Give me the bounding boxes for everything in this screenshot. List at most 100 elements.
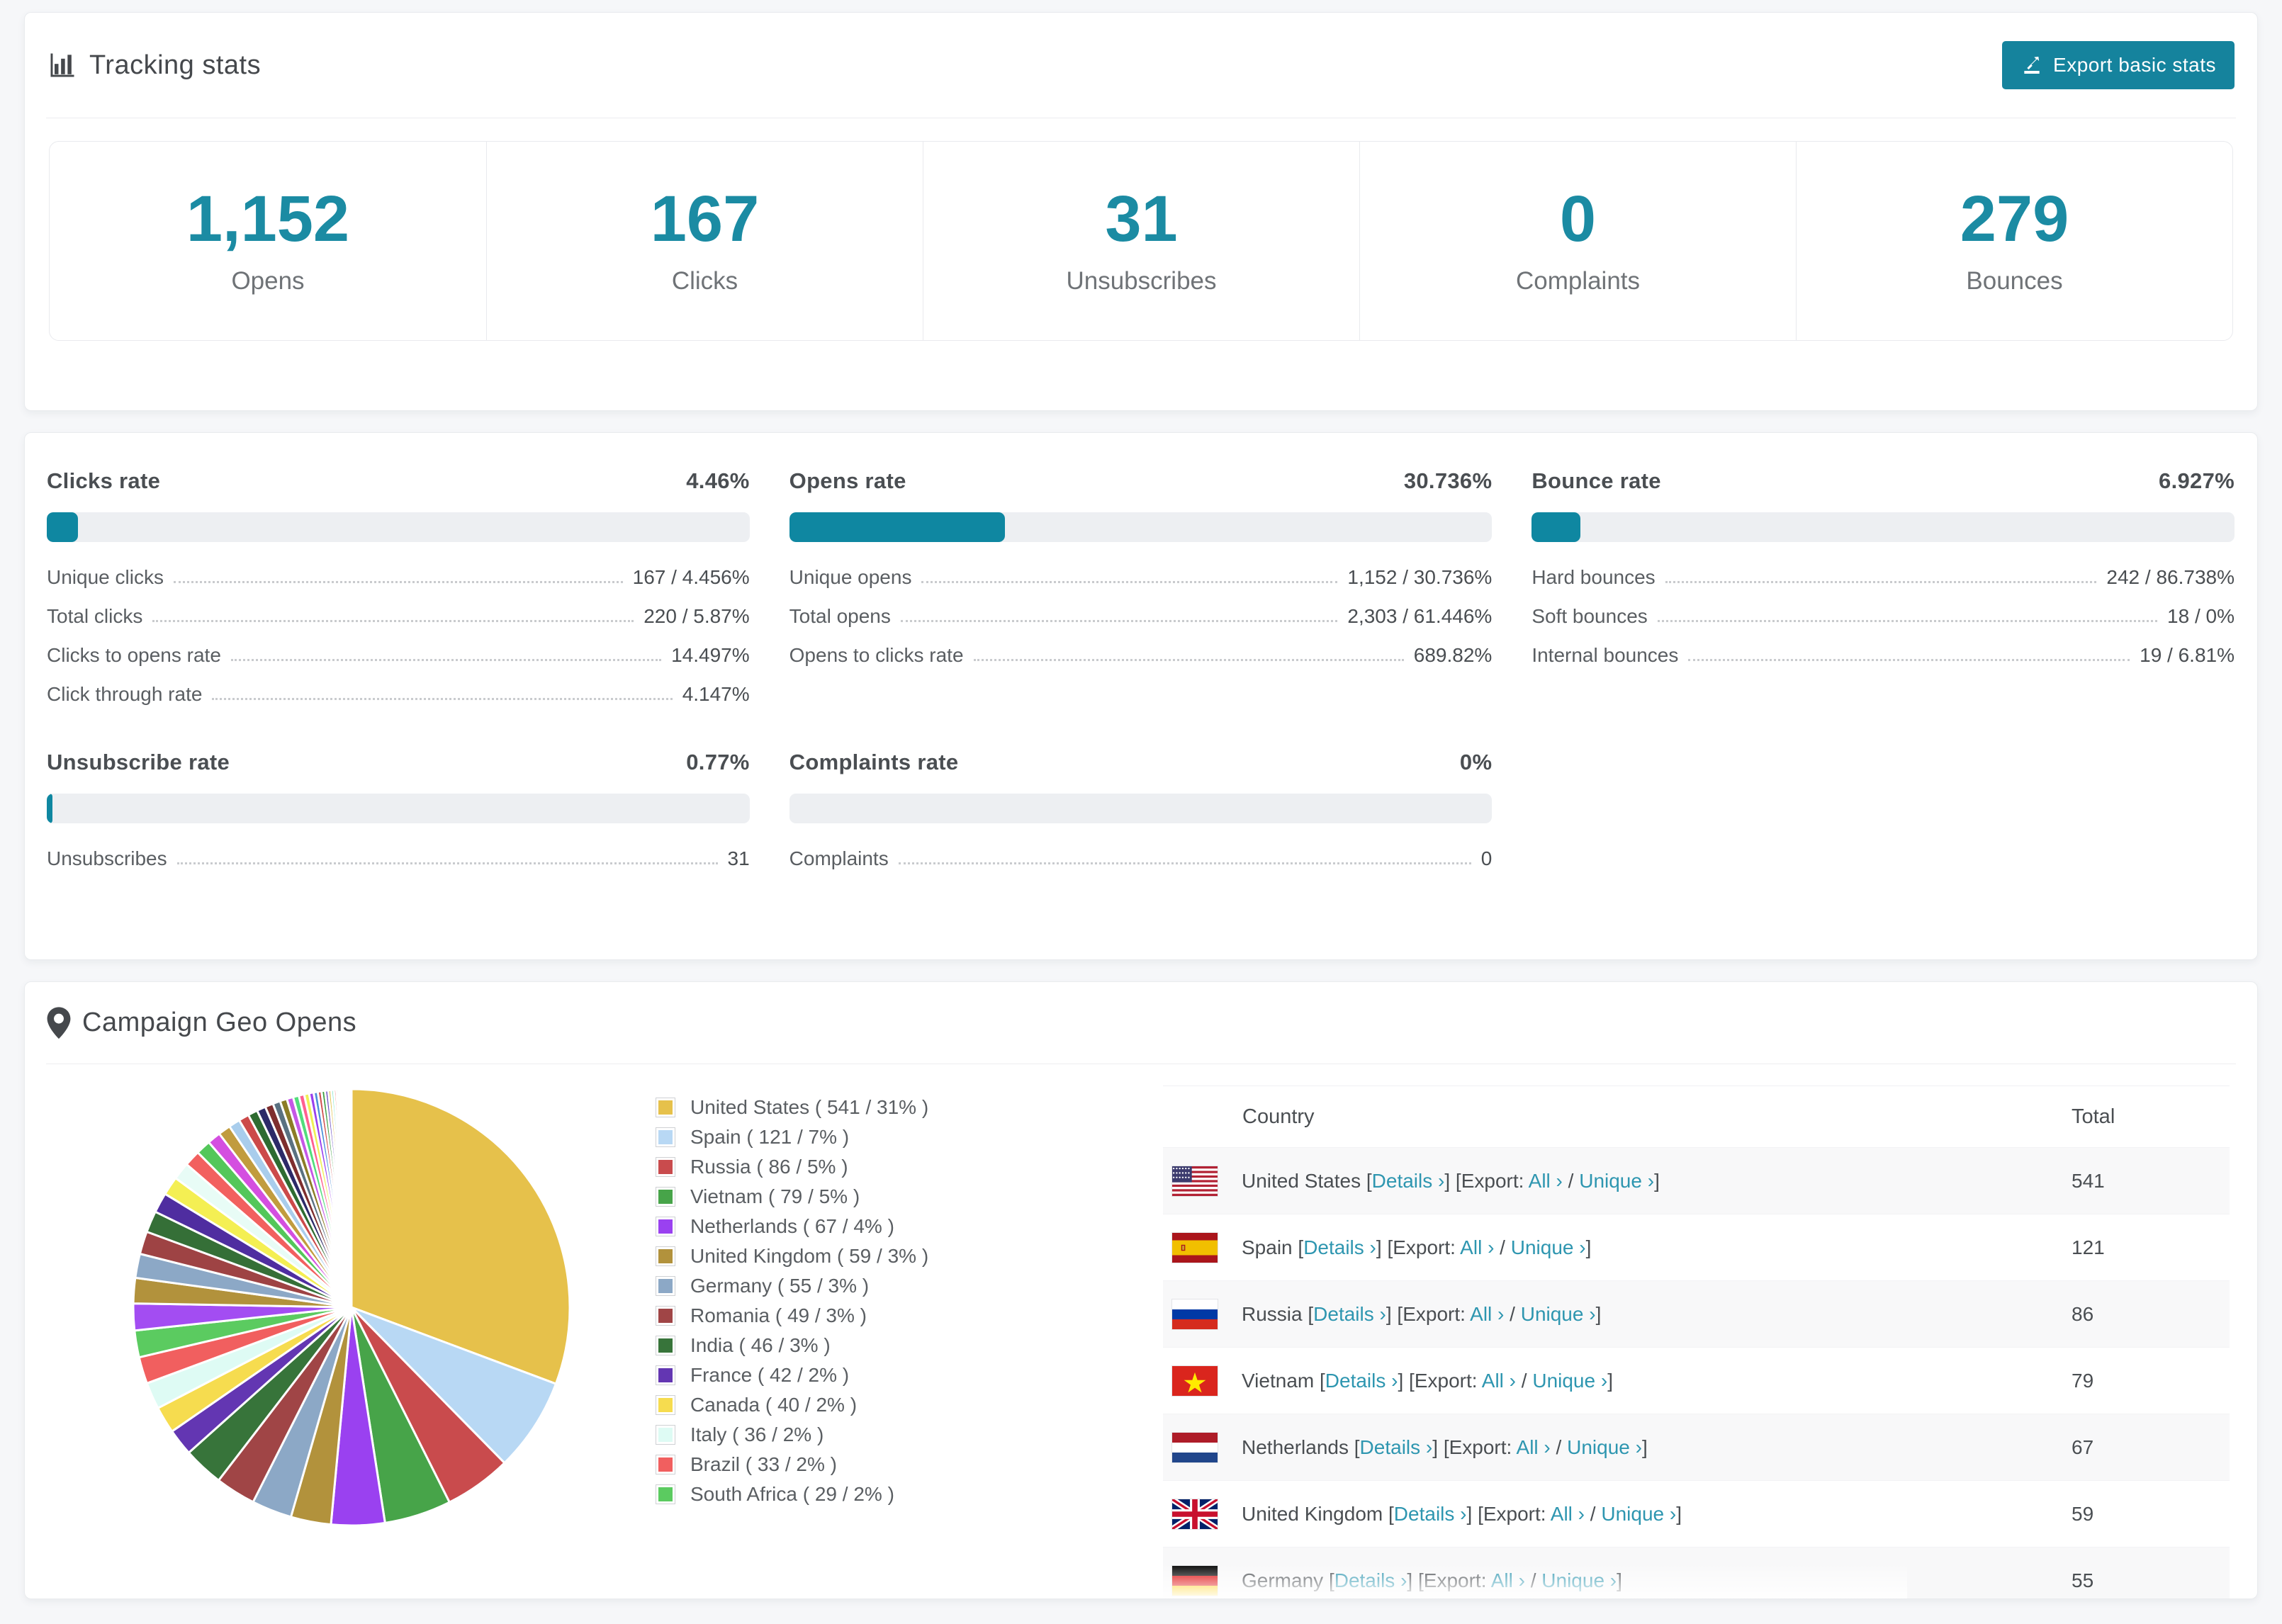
geo-table-cell-total: 86: [2072, 1302, 2094, 1325]
bracket: ]: [1432, 1436, 1444, 1458]
legend-item-label: Italy ( 36 / 2% ): [690, 1423, 824, 1445]
geo-table-cell-country: Spain [Details ›] [Export: All › / Uniqu…: [1163, 1231, 2072, 1263]
country-name: Russia: [1242, 1302, 1308, 1325]
legend-item-vietnam[interactable]: Vietnam ( 79 / 5% ): [656, 1182, 928, 1212]
legend-item-netherlands[interactable]: Netherlands ( 67 / 4% ): [656, 1212, 928, 1241]
legend-item-south-africa[interactable]: South Africa ( 29 / 2% ): [656, 1479, 928, 1509]
rate-progress-track: [1531, 512, 2235, 542]
rate-row-value: 1,152 / 30.736%: [1347, 566, 1493, 588]
export-all-link-germany[interactable]: All ›: [1490, 1569, 1525, 1591]
rate-head-clicks-rate: Clicks rate 4.46%: [47, 468, 750, 494]
rate-title-label: Bounce rate: [1531, 468, 1661, 493]
rate-value-label: 6.927%: [2159, 468, 2235, 493]
export-all-link-united-kingdom[interactable]: All ›: [1550, 1502, 1585, 1525]
flag-vn-icon: [1171, 1365, 1218, 1397]
details-link-vietnam[interactable]: Details ›: [1325, 1369, 1398, 1392]
legend-item-united-kingdom[interactable]: United Kingdom ( 59 / 3% ): [656, 1241, 928, 1271]
export-all-link-spain[interactable]: All ›: [1460, 1236, 1495, 1258]
rate-row-label: Total opens: [789, 605, 891, 627]
rate-row-value: 4.147%: [682, 683, 750, 705]
rate-head-unsubscribe-rate: Unsubscribe rate 0.77%: [47, 750, 750, 775]
export-all-link-russia[interactable]: All ›: [1470, 1302, 1505, 1325]
details-link-russia[interactable]: Details ›: [1313, 1302, 1386, 1325]
rate-row-label: Opens to clicks rate: [789, 644, 964, 666]
legend-item-united-states[interactable]: United States ( 541 / 31% ): [656, 1093, 928, 1122]
flag-ru-icon: [1171, 1298, 1218, 1330]
legend-item-brazil[interactable]: Brazil ( 33 / 2% ): [656, 1450, 928, 1479]
tracking-stats-title: Tracking stats: [47, 50, 261, 81]
rate-section-unsubscribe-rate: Unsubscribe rate 0.77% Unsubscribes 31: [47, 750, 750, 870]
export-unique-link-netherlands[interactable]: Unique ›: [1567, 1436, 1642, 1458]
export-prefix: [Export:: [1478, 1502, 1551, 1525]
stat-cell-bounces: 279 Bounces: [1796, 142, 2232, 340]
country-links-text: Spain [Details ›] [Export: All › / Uniqu…: [1242, 1236, 1591, 1259]
bracket: ]: [1676, 1502, 1682, 1525]
rate-head-bounce-rate: Bounce rate 6.927%: [1531, 468, 2235, 494]
export-basic-stats-button[interactable]: Export basic stats: [2002, 41, 2235, 89]
export-all-link-vietnam[interactable]: All ›: [1481, 1369, 1516, 1392]
export-unique-link-united-kingdom[interactable]: Unique ›: [1601, 1502, 1677, 1525]
legend-swatch-icon: [656, 1426, 675, 1444]
geo-table-cell-country: United Kingdom [Details ›] [Export: All …: [1163, 1498, 2072, 1530]
legend-item-romania[interactable]: Romania ( 49 / 3% ): [656, 1301, 928, 1331]
geo-table-row-germany: Germany [Details ›] [Export: All › / Uni…: [1163, 1547, 2230, 1598]
details-link-united-kingdom[interactable]: Details ›: [1393, 1502, 1467, 1525]
export-all-link-united-states[interactable]: All ›: [1528, 1169, 1563, 1192]
rate-row-unique-opens: Unique opens 1,152 / 30.736%: [789, 566, 1493, 589]
export-unique-link-united-states[interactable]: Unique ›: [1579, 1169, 1655, 1192]
country-name: United Kingdom: [1242, 1502, 1389, 1525]
bracket: ]: [1407, 1569, 1418, 1591]
slash-separator: /: [1504, 1302, 1521, 1325]
details-link-germany[interactable]: Details ›: [1334, 1569, 1407, 1591]
dotted-leader: [212, 698, 673, 700]
legend-item-italy[interactable]: Italy ( 36 / 2% ): [656, 1420, 928, 1450]
bracket: ]: [1654, 1169, 1660, 1192]
rate-row-unique-clicks: Unique clicks 167 / 4.456%: [47, 566, 750, 589]
bracket: ]: [1376, 1236, 1388, 1258]
export-unique-link-spain[interactable]: Unique ›: [1510, 1236, 1586, 1258]
geo-table-cell-total: 59: [2072, 1502, 2094, 1525]
geo-table-row-russia: Russia [Details ›] [Export: All › / Uniq…: [1163, 1280, 2230, 1347]
rate-rows: Unique opens 1,152 / 30.736% Total opens 2,…: [789, 566, 1493, 667]
export-all-link-netherlands[interactable]: All ›: [1516, 1436, 1551, 1458]
country-links-text: United Kingdom [Details ›] [Export: All …: [1242, 1503, 1682, 1526]
rates-grid: Clicks rate 4.46% Unique clicks 167 / 4.456…: [25, 433, 2257, 910]
geo-pie-chart: [111, 1066, 592, 1552]
legend-item-india[interactable]: India ( 46 / 3% ): [656, 1331, 928, 1360]
rate-value-label: 0.77%: [686, 750, 750, 774]
stat-label-clicks: Clicks: [671, 267, 738, 295]
slash-separator: /: [1516, 1369, 1533, 1392]
rate-title-label: Clicks rate: [47, 468, 161, 493]
geo-table-cell-total: 79: [2072, 1369, 2094, 1392]
details-link-united-states[interactable]: Details ›: [1371, 1169, 1445, 1192]
export-prefix: [Export:: [1455, 1169, 1529, 1192]
bracket: ]: [1595, 1302, 1602, 1325]
legend-item-germany[interactable]: Germany ( 55 / 3% ): [656, 1271, 928, 1301]
pie-slice-other-42[interactable]: [349, 1088, 353, 1309]
rate-title-label: Opens rate: [789, 468, 906, 493]
rate-progress-fill: [47, 794, 52, 823]
export-unique-link-germany[interactable]: Unique ›: [1541, 1569, 1617, 1591]
legend-item-spain[interactable]: Spain ( 121 / 7% ): [656, 1122, 928, 1152]
legend-item-russia[interactable]: Russia ( 86 / 5% ): [656, 1152, 928, 1182]
country-links-text: Netherlands [Details ›] [Export: All › /…: [1242, 1436, 1648, 1459]
details-link-netherlands[interactable]: Details ›: [1359, 1436, 1433, 1458]
pie-slice-united-states[interactable]: [350, 1088, 571, 1385]
legend-item-france[interactable]: France ( 42 / 2% ): [656, 1360, 928, 1390]
pie-slice-spain[interactable]: [350, 1306, 557, 1465]
campaign-geo-opens-card: Campaign Geo Opens United States ( 541 /…: [24, 981, 2258, 1599]
export-unique-link-russia[interactable]: Unique ›: [1520, 1302, 1596, 1325]
legend-item-label: Vietnam ( 79 / 5% ): [690, 1185, 860, 1207]
export-unique-link-vietnam[interactable]: Unique ›: [1532, 1369, 1608, 1392]
details-link-spain[interactable]: Details ›: [1303, 1236, 1376, 1258]
dotted-leader: [152, 620, 634, 622]
geo-content: United States ( 541 / 31% ) Spain ( 121 /…: [25, 1064, 2257, 1598]
legend-swatch-icon: [656, 1485, 675, 1504]
rate-row-total-clicks: Total clicks 220 / 5.87%: [47, 605, 750, 628]
flag-nl-icon: [1171, 1431, 1218, 1463]
rate-row-label: Clicks to opens rate: [47, 644, 221, 666]
export-prefix: [Export:: [1397, 1302, 1471, 1325]
legend-item-canada[interactable]: Canada ( 40 / 2% ): [656, 1390, 928, 1420]
legend-item-label: United States ( 541 / 31% ): [690, 1096, 929, 1118]
bracket: ]: [1386, 1302, 1398, 1325]
